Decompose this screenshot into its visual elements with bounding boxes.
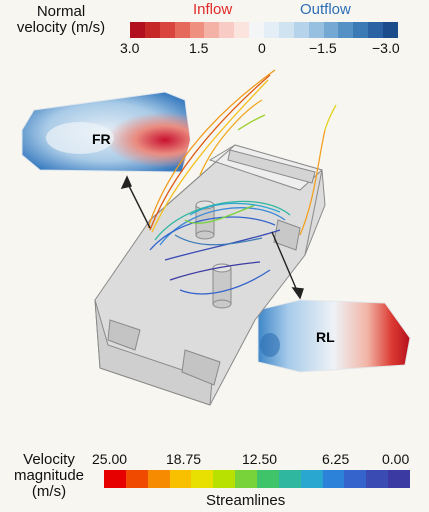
nv-colorbar-segment: [293, 22, 309, 38]
nv-colorbar-segment: [159, 22, 175, 38]
nv-colorbar-segment: [383, 22, 399, 38]
inflow-label: Inflow: [193, 1, 233, 18]
velocity-magnitude-colorbar: [104, 470, 411, 488]
vm-colorbar-segment: [366, 470, 389, 488]
nv-colorbar-segment: [323, 22, 339, 38]
fr-pointer-arrow: [120, 175, 151, 229]
fr-pressure-panel: [21, 91, 191, 173]
nv-colorbar-segment: [368, 22, 384, 38]
vm-tick-12-5: 12.50: [242, 451, 278, 467]
vm-colorbar-segment: [322, 470, 345, 488]
nv-colorbar-segment: [249, 22, 265, 38]
nv-tick-neg-3: −3.0: [372, 40, 400, 56]
vm-colorbar-segment: [169, 470, 192, 488]
vm-colorbar-segment: [104, 470, 126, 488]
nv-colorbar-segment: [130, 22, 145, 38]
vehicle-body: [94, 144, 326, 406]
vm-colorbar-segment: [300, 470, 323, 488]
vm-colorbar-segment: [191, 470, 214, 488]
rl-pressure-panel: [257, 299, 411, 373]
cylinder-rear: [212, 263, 232, 309]
vm-colorbar-segment: [257, 470, 279, 488]
normal-velocity-title: Normal velocity (m/s): [16, 3, 106, 36]
nv-colorbar-segment: [204, 22, 220, 38]
nv-colorbar-segment: [338, 22, 354, 38]
vm-tick-6-25: 6.25: [322, 451, 350, 467]
vm-colorbar-segment: [235, 470, 258, 488]
fr-label: FR: [92, 131, 111, 147]
nv-colorbar-segment: [308, 22, 324, 38]
nv-colorbar-segment: [174, 22, 190, 38]
velocity-magnitude-title: Velocity magnitude (m/s): [13, 451, 85, 500]
outflow-label: Outflow: [300, 1, 351, 18]
nv-colorbar-segment: [353, 22, 369, 38]
nv-tick-neg-1-5: −1.5: [309, 40, 337, 56]
nv-colorbar-segment: [189, 22, 205, 38]
nv-tick-1-5: 1.5: [189, 40, 209, 56]
nv-colorbar-segment: [264, 22, 279, 38]
vm-tick-25: 25.00: [92, 451, 128, 467]
vm-colorbar-segment: [213, 470, 236, 488]
vm-tick-18-75: 18.75: [166, 451, 202, 467]
nv-colorbar-segment: [278, 22, 294, 38]
streamlines-caption: Streamlines: [206, 492, 286, 509]
vm-colorbar-segment: [344, 470, 367, 488]
nv-colorbar-segment: [219, 22, 235, 38]
rl-label: RL: [316, 329, 335, 345]
nv-tick-0: 0: [258, 40, 266, 56]
streamlines: [147, 69, 337, 295]
vm-colorbar-segment: [147, 470, 170, 488]
nv-colorbar-segment: [144, 22, 160, 38]
normal-velocity-colorbar: [130, 22, 399, 38]
vm-colorbar-segment: [388, 470, 411, 488]
vm-colorbar-segment: [278, 470, 301, 488]
vm-tick-0: 0.00: [382, 451, 410, 467]
rl-pointer-arrow: [271, 231, 304, 300]
nv-colorbar-segment: [234, 22, 250, 38]
nv-tick-3: 3.0: [120, 40, 140, 56]
vm-colorbar-segment: [125, 470, 148, 488]
